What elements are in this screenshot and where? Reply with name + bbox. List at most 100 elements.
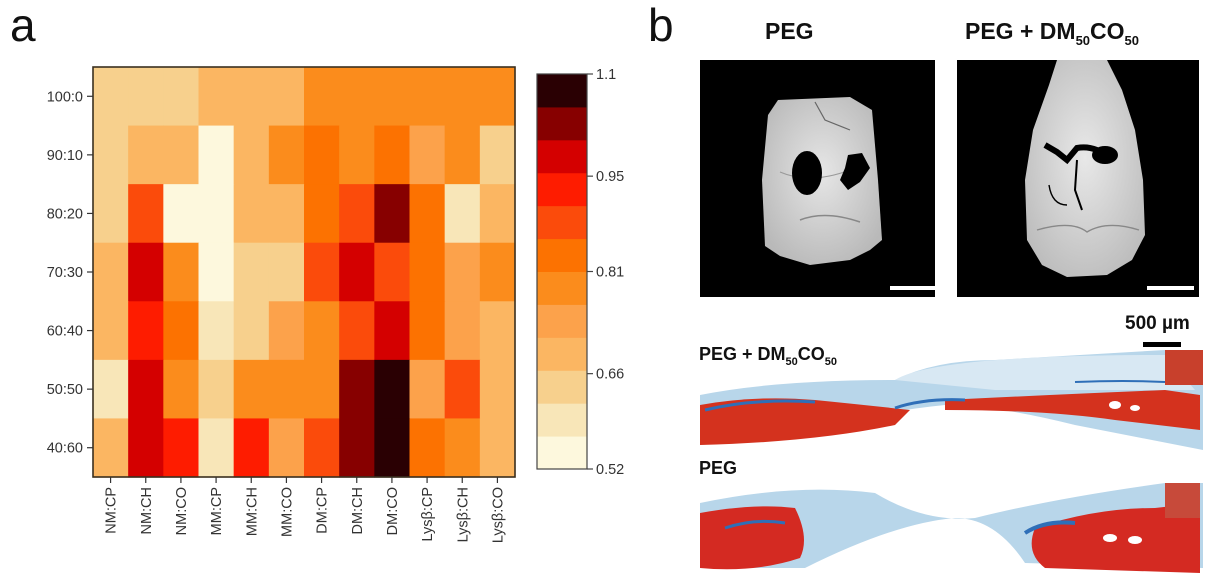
heatmap-cell: [198, 67, 235, 127]
heatmap-cell: [374, 67, 411, 127]
colorbar-tick-label: 0.66: [596, 367, 624, 383]
histology-label-peg: PEG: [699, 458, 738, 478]
heatmap-cell: [128, 418, 164, 478]
heatmap-cell: [374, 359, 411, 420]
heatmap-cell: [339, 418, 375, 478]
heatmap-cell: [163, 125, 200, 185]
heatmap-cell: [304, 184, 340, 244]
y-tick-label: 40:60: [47, 441, 83, 457]
heatmap-cell: [479, 67, 516, 127]
x-tick-label: Lysβ:CP: [420, 487, 436, 542]
heatmap-cell: [268, 418, 305, 478]
histology-section-peg-dm50co50: [700, 350, 1203, 450]
heatmap-cell: [479, 301, 516, 361]
heatmap-cell: [304, 67, 340, 127]
heatmap-cell: [479, 125, 516, 185]
heatmap-cell: [374, 242, 411, 302]
heatmap-cells: [93, 67, 516, 478]
heatmap-cell: [233, 242, 270, 302]
x-tick-label: NM:CO: [174, 487, 190, 535]
heatmap-cell: [304, 359, 340, 420]
colorbar-bin: [537, 238, 587, 272]
heatmap-cell: [93, 184, 129, 244]
colorbar-bin: [537, 370, 587, 404]
y-tick-label: 100:0: [47, 89, 83, 105]
heatmap-cell: [444, 418, 481, 478]
skull-peg-dm50co50-render: [1025, 60, 1145, 277]
heatmap-cell: [198, 242, 235, 302]
ct-scale-bar: [1147, 286, 1194, 290]
heatmap-cell: [198, 301, 235, 361]
x-tick-label: DM:CP: [315, 487, 331, 534]
colorbar-bin: [537, 74, 587, 108]
ct-scale-bar: [890, 286, 935, 290]
ct-image-peg: [700, 60, 935, 297]
heatmap-cell: [479, 418, 516, 478]
heatmap-cell: [198, 418, 235, 478]
x-tick-label: MM:CP: [209, 487, 225, 535]
heatmap-cell: [233, 418, 270, 478]
heatmap-cell: [128, 125, 164, 185]
heatmap-cell: [198, 125, 235, 185]
colorbar-bin: [537, 139, 587, 174]
histology-image-peg-dm50co50: [695, 350, 1203, 450]
y-tick-label: 90:10: [47, 148, 83, 164]
heatmap-cell: [93, 242, 129, 302]
ct-image-peg-dm50co50: [957, 60, 1199, 297]
heatmap-cell: [339, 184, 375, 244]
heatmap-cell: [198, 184, 235, 244]
heatmap-cell: [163, 242, 200, 302]
colorbar-tick-label: 0.52: [596, 462, 624, 478]
heatmap-cell: [339, 125, 375, 185]
heatmap-cell: [409, 359, 446, 420]
heatmap-cell: [128, 359, 164, 420]
heatmap-cell: [163, 418, 200, 478]
heatmap-cell: [444, 301, 481, 361]
heatmap-cell: [233, 301, 270, 361]
heatmap-cell: [304, 242, 340, 302]
panel-b-label: b: [648, 0, 674, 51]
histology-label-peg-dm50co50: PEG + DM50CO50: [699, 344, 838, 368]
colorbar-bin: [537, 337, 587, 371]
heatmap-cell: [304, 301, 340, 361]
x-tick-label: NM:CH: [139, 487, 155, 535]
heatmap-cell: [479, 359, 516, 420]
colorbar-bin: [537, 304, 587, 338]
x-tick-label: MM:CO: [279, 487, 295, 537]
colorbar-tick-label: 0.95: [596, 169, 624, 185]
heatmap-cell: [163, 184, 200, 244]
histology-section-peg: [700, 483, 1203, 573]
heatmap-cell: [268, 125, 305, 185]
heatmap-cell: [163, 301, 200, 361]
x-tick-label: Lysβ:CO: [490, 487, 506, 543]
x-tick-label: DM:CH: [350, 487, 366, 535]
colorbar-tick-label: 0.81: [596, 265, 624, 281]
heatmap-cell: [374, 301, 411, 361]
heatmap-cell: [128, 242, 164, 302]
heatmap-cell: [304, 125, 340, 185]
heatmap-cell: [444, 242, 481, 302]
y-tick-label: 70:30: [47, 265, 83, 281]
histology-scale-bar: [1143, 342, 1181, 347]
y-tick-label: 80:20: [47, 206, 83, 222]
heatmap-cell: [409, 418, 446, 478]
heatmap-cell: [93, 125, 129, 185]
x-tick-label: NM:CP: [104, 487, 120, 534]
heatmap-cell: [479, 242, 516, 302]
heatmap-cell: [409, 301, 446, 361]
colorbar-bin: [537, 172, 587, 207]
ct-title-peg: PEG: [765, 18, 814, 44]
heatmap-cell: [268, 359, 305, 420]
x-tick-label: MM:CH: [244, 487, 260, 536]
heatmap-cell: [163, 359, 200, 420]
heatmap-cell: [339, 301, 375, 361]
histology-scale-label: 500 µm: [1125, 313, 1190, 334]
heatmap-cell: [233, 67, 270, 127]
heatmap-cell: [479, 184, 516, 244]
x-tick-label: DM:CO: [385, 487, 401, 535]
skull-peg-render: [762, 97, 882, 265]
heatmap-cell: [93, 67, 129, 127]
colorbar-bin: [537, 271, 587, 305]
heatmap-cell: [374, 418, 411, 478]
heatmap-cell: [444, 184, 481, 244]
